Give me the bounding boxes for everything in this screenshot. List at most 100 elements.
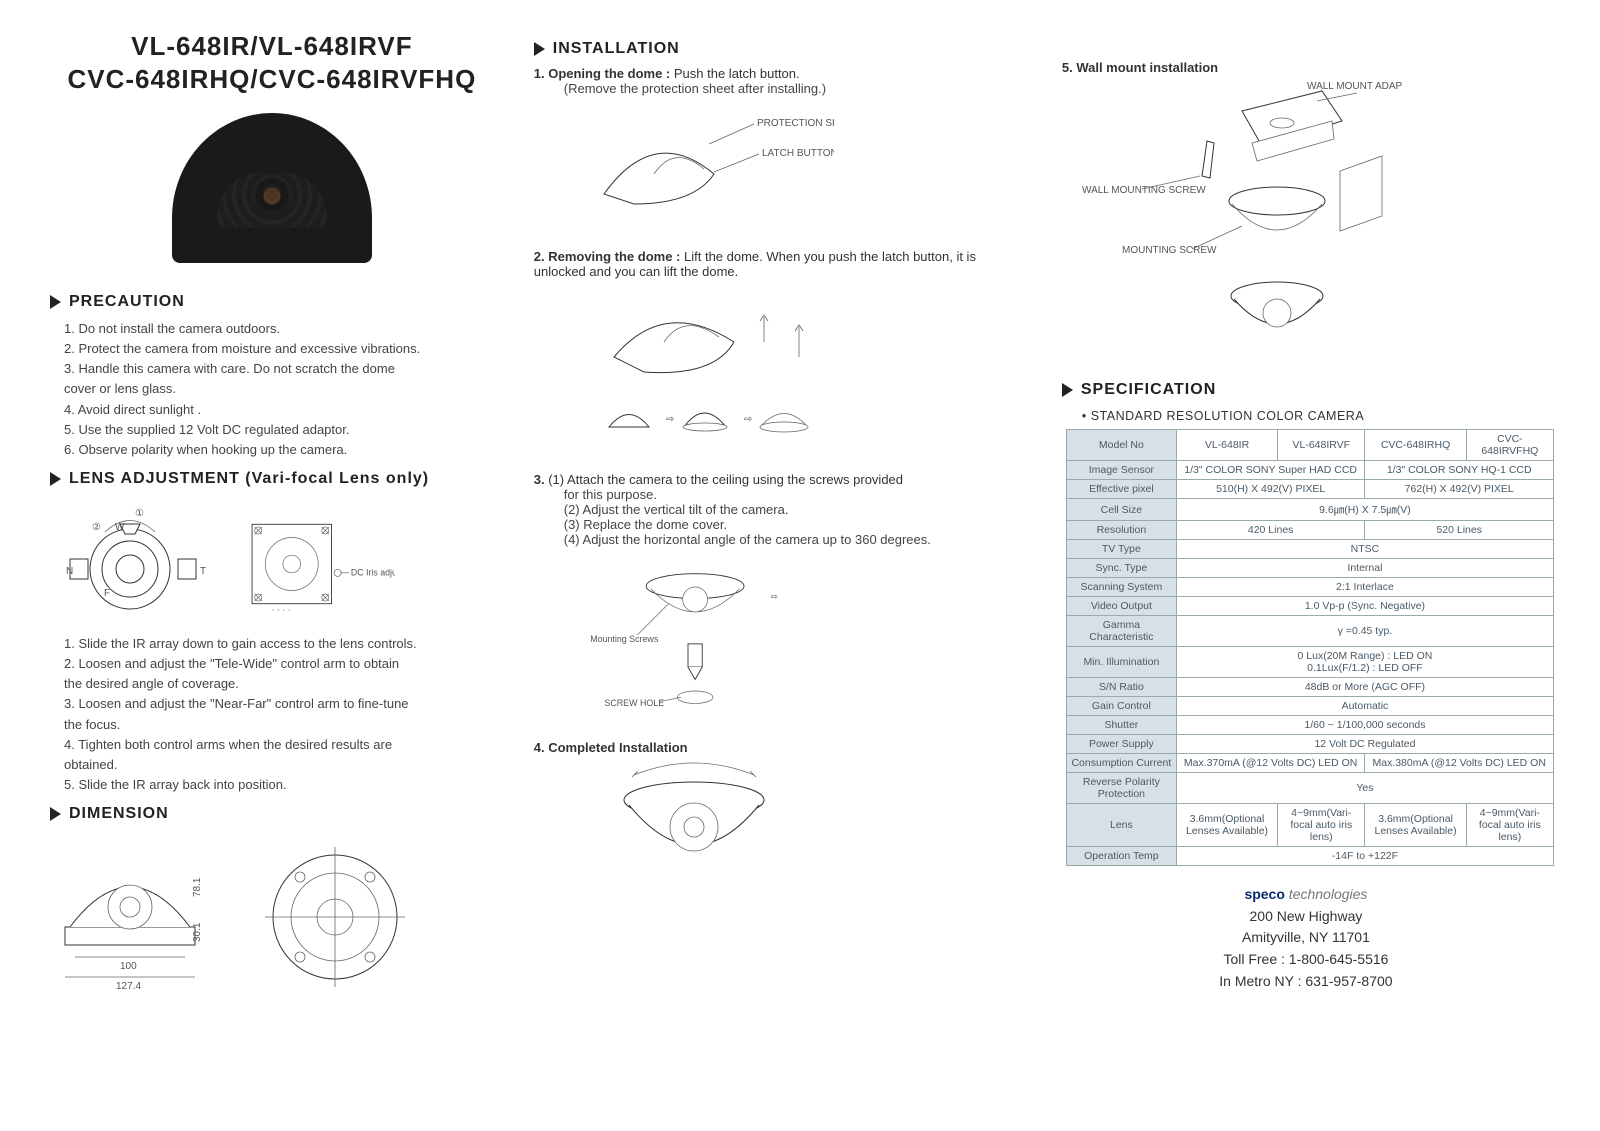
svg-text:⇨: ⇨ — [666, 414, 674, 425]
lens-heading: LENS ADJUSTMENT (Vari-focal Lens only) — [50, 470, 494, 488]
spec-header: Gamma Characteristic — [1066, 616, 1176, 647]
install-3-text: 3. (1) Attach the camera to the ceiling … — [534, 472, 1022, 487]
svg-text:F: F — [104, 588, 110, 599]
camera-photo — [172, 113, 372, 263]
install-3-3: (3) Replace the dome cover. — [534, 517, 1022, 532]
table-row: Power Supply12 Volt DC Regulated — [1066, 735, 1553, 754]
precaution-item: 2. Protect the camera from moisture and … — [64, 339, 494, 359]
table-row: Resolution420 Lines520 Lines — [1066, 521, 1553, 540]
footer: speco technologies 200 New Highway Amity… — [1062, 884, 1550, 992]
spec-cell: 1/60 ~ 1/100,000 seconds — [1176, 716, 1553, 735]
table-row: Video Output1.0 Vp-p (Sync. Negative) — [1066, 597, 1553, 616]
spec-cell: 4~9mm(Vari-focal auto iris lens) — [1466, 804, 1553, 847]
dimension-figures: 78.1 30.1 100 127.4 — [50, 837, 494, 997]
install-3-1b: for this purpose. — [534, 487, 1022, 502]
spec-header: Operation Temp — [1066, 847, 1176, 866]
precaution-item: 5. Use the supplied 12 Volt DC regulated… — [64, 420, 494, 440]
install-2-text: 2. Removing the dome : Lift the dome. Wh… — [534, 249, 1022, 279]
install-3-lead: 3. — [534, 472, 545, 487]
precaution-item: 6. Observe polarity when hooking up the … — [64, 440, 494, 460]
dimension-heading: DIMENSION — [50, 805, 494, 823]
spec-header: Image Sensor — [1066, 461, 1176, 480]
column-2: INSTALLATION 1. Opening the dome : Push … — [534, 30, 1022, 1101]
brand-sub: technologies — [1289, 886, 1368, 902]
spec-header: Gain Control — [1066, 697, 1176, 716]
page: VL-648IR/VL-648IRVF CVC-648IRHQ/CVC-648I… — [50, 30, 1550, 1101]
spec-cell: VL-648IRVF — [1278, 430, 1365, 461]
precaution-heading: PRECAUTION — [50, 293, 494, 311]
install-3-2: (2) Adjust the vertical tilt of the came… — [534, 502, 1022, 517]
precaution-item: 1. Do not install the camera outdoors. — [64, 319, 494, 339]
precaution-item: 4. Avoid direct sunlight . — [64, 400, 494, 420]
spec-header: Video Output — [1066, 597, 1176, 616]
spec-cell: γ =0.45 typ. — [1176, 616, 1553, 647]
svg-text:78.1: 78.1 — [192, 877, 203, 897]
spec-cell: 3.6mm(Optional Lenses Available) — [1365, 804, 1466, 847]
install-1-text: 1. Opening the dome : Push the latch but… — [534, 66, 1022, 81]
svg-text:W: W — [115, 522, 125, 533]
spec-cell: 48dB or More (AGC OFF) — [1176, 678, 1553, 697]
svg-text:PROTECTION SHEET: PROTECTION SHEET — [757, 118, 834, 129]
brand: speco technologies — [1062, 884, 1550, 906]
precaution-list: 1. Do not install the camera outdoors.2.… — [50, 319, 494, 460]
dim-bottom — [250, 837, 420, 997]
install-1-lead: 1. Opening the dome : — [534, 66, 674, 81]
svg-text:①: ① — [135, 508, 144, 519]
svg-text:30.1: 30.1 — [192, 922, 203, 942]
install-1-sub: (Remove the protection sheet after insta… — [534, 81, 1022, 96]
title-line-1: VL-648IR/VL-648IRVF — [50, 30, 494, 63]
install-2-svg: ⇨ ⇨ — [574, 287, 834, 447]
table-row: Model NoVL-648IRVL-648IRVFCVC-648IRHQCVC… — [1066, 430, 1553, 461]
install-3-svg: ⇨ Mounting Screws SCREW HOLE — [574, 555, 834, 715]
column-3: 5. Wall mount installation WALL MOUNT AD… — [1062, 30, 1550, 1101]
svg-text:⇨: ⇨ — [744, 414, 752, 425]
lens-item: the desired angle of coverage. — [64, 674, 494, 694]
install-4-svg — [594, 755, 794, 895]
svg-text:WALL MOUNTING SCREW: WALL MOUNTING SCREW — [1082, 185, 1206, 196]
svg-text:127.4: 127.4 — [116, 981, 141, 992]
spec-cell: 3.6mm(Optional Lenses Available) — [1176, 804, 1277, 847]
triangle-icon — [50, 472, 61, 486]
spec-header: Reverse Polarity Protection — [1066, 773, 1176, 804]
svg-text:LATCH BUTTON: LATCH BUTTON — [762, 148, 834, 159]
install-step-4: 4. Completed Installation — [534, 740, 1022, 898]
lens-diagram: ① ② W N F T · · · · DC Iris adjustment — [60, 504, 494, 624]
lens-item: 1. Slide the IR array down to gain acces… — [64, 634, 494, 654]
spec-cell: Max.370mA (@12 Volts DC) LED ON — [1176, 754, 1365, 773]
table-row: Operation Temp-14F to +122F — [1066, 847, 1553, 866]
svg-text:Mounting Screws: Mounting Screws — [590, 634, 659, 644]
dimension-label: DIMENSION — [69, 805, 169, 823]
triangle-icon — [1062, 383, 1073, 397]
spec-cell: 12 Volt DC Regulated — [1176, 735, 1553, 754]
spec-cell: Max.380mA (@12 Volts DC) LED ON — [1365, 754, 1554, 773]
table-row: S/N Ratio48dB or More (AGC OFF) — [1066, 678, 1553, 697]
spec-cell: 420 Lines — [1176, 521, 1365, 540]
table-row: Lens3.6mm(Optional Lenses Available)4~9m… — [1066, 804, 1553, 847]
product-title: VL-648IR/VL-648IRVF CVC-648IRHQ/CVC-648I… — [50, 30, 494, 95]
spec-cell: 2:1 Interlace — [1176, 578, 1553, 597]
installation-heading: INSTALLATION — [534, 40, 1022, 58]
footer-addr2: Amityville, NY 11701 — [1062, 927, 1550, 949]
specification-label: SPECIFICATION — [1081, 381, 1216, 399]
table-row: Scanning System2:1 Interlace — [1066, 578, 1553, 597]
install-2-lead: 2. Removing the dome : — [534, 249, 684, 264]
spec-cell: CVC-648IRHQ — [1365, 430, 1466, 461]
table-row: Cell Size9.6㎛(H) X 7.5㎛(V) — [1066, 499, 1553, 521]
spec-cell: 1.0 Vp-p (Sync. Negative) — [1176, 597, 1553, 616]
svg-text:DC Iris adjustment: DC Iris adjustment — [351, 567, 395, 577]
triangle-icon — [534, 42, 545, 56]
spec-cell: 1/3" COLOR SONY HQ-1 CCD — [1365, 461, 1554, 480]
spec-cell: CVC-648IRVFHQ — [1466, 430, 1553, 461]
spec-cell: 0 Lux(20M Range) : LED ON 0.1Lux(F/1.2) … — [1176, 647, 1553, 678]
dim-side: 78.1 30.1 100 127.4 — [50, 837, 220, 997]
precaution-label: PRECAUTION — [69, 293, 185, 311]
spec-cell: 9.6㎛(H) X 7.5㎛(V) — [1176, 499, 1553, 521]
lens-item: 4. Tighten both control arms when the de… — [64, 735, 494, 755]
svg-text:⇨: ⇨ — [770, 591, 778, 601]
precaution-item: cover or lens glass. — [64, 379, 494, 399]
install-1-body: Push the latch button. — [674, 66, 800, 81]
lens-list: 1. Slide the IR array down to gain acces… — [50, 634, 494, 795]
table-row: Consumption CurrentMax.370mA (@12 Volts … — [1066, 754, 1553, 773]
lens-svg-right: · · · · DC Iris adjustment — [245, 504, 395, 624]
column-1: VL-648IR/VL-648IRVF CVC-648IRHQ/CVC-648I… — [50, 30, 494, 1101]
